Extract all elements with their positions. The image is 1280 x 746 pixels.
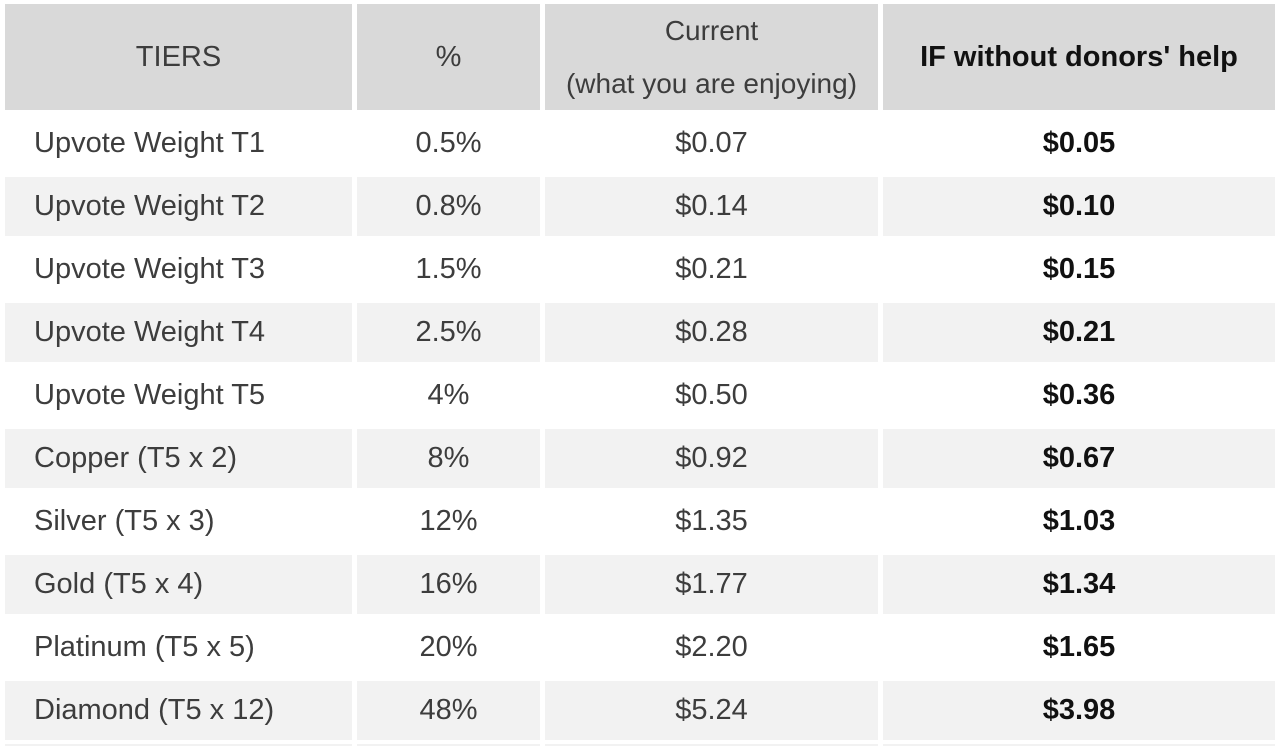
table-row: Diamond (T5 x 12) 48% $5.24 $3.98 xyxy=(5,681,1275,740)
cell-percent: 48% xyxy=(357,681,540,740)
column-header-current-line1: Current xyxy=(664,15,759,46)
table-header: TIERS % Current (what you are enjoying) … xyxy=(5,4,1275,110)
table-row: Copper (T5 x 2) 8% $0.92 $0.67 xyxy=(5,429,1275,488)
cell-tier: Upvote Weight T5 xyxy=(34,379,266,411)
column-header-if-without-donors-help: IF without donors' help xyxy=(883,4,1275,110)
cell-current: $5.24 xyxy=(545,681,878,740)
cell-current: $0.21 xyxy=(675,253,748,285)
cell-tier: Upvote Weight T4 xyxy=(5,303,352,362)
cell-tier: Silver (T5 x 3) xyxy=(34,505,215,537)
cell-without-help: $1.65 xyxy=(1042,631,1116,663)
cutoff-cell xyxy=(883,744,1275,746)
table-row: Upvote Weight T1 0.5% $0.07 $0.05 xyxy=(5,114,1275,173)
cell-current: $0.07 xyxy=(675,127,748,159)
table-body: Upvote Weight T1 0.5% $0.07 $0.05 Upvote Wei… xyxy=(5,114,1275,746)
cell-current: $1.77 xyxy=(545,555,878,614)
table-row: Upvote Weight T5 4% $0.50 $0.36 xyxy=(5,366,1275,425)
cell-percent: 4% xyxy=(427,379,470,411)
cell-current: $0.28 xyxy=(545,303,878,362)
cutoff-cell xyxy=(545,744,878,746)
table-row: Platinum (T5 x 5) 20% $2.20 $1.65 xyxy=(5,618,1275,677)
cell-without-help: $1.03 xyxy=(1042,505,1116,537)
cell-tier: Upvote Weight T2 xyxy=(5,177,352,236)
cutoff-cell xyxy=(5,744,352,746)
table-row: Upvote Weight T3 1.5% $0.21 $0.15 xyxy=(5,240,1275,299)
cell-tier: Diamond (T5 x 12) xyxy=(5,681,352,740)
cell-tier: Upvote Weight T3 xyxy=(34,253,266,285)
cell-current: $1.35 xyxy=(675,505,748,537)
cell-current: $2.20 xyxy=(675,631,748,663)
cell-current: $0.14 xyxy=(545,177,878,236)
cell-percent: 0.8% xyxy=(357,177,540,236)
cell-without-help: $0.67 xyxy=(883,429,1275,488)
cell-percent: 20% xyxy=(419,631,478,663)
cell-without-help: $0.05 xyxy=(1042,127,1116,159)
column-header-current: Current (what you are enjoying) xyxy=(545,4,878,110)
cell-without-help: $0.36 xyxy=(1042,379,1116,411)
cutoff-cell xyxy=(357,744,540,746)
cell-tier: Gold (T5 x 4) xyxy=(5,555,352,614)
cutoff-row xyxy=(5,744,1275,746)
cell-percent: 16% xyxy=(357,555,540,614)
column-header-tiers: TIERS xyxy=(5,4,352,110)
column-header-percent: % xyxy=(357,4,540,110)
cell-percent: 8% xyxy=(357,429,540,488)
table-row: Silver (T5 x 3) 12% $1.35 $1.03 xyxy=(5,492,1275,551)
cell-without-help: $0.15 xyxy=(1042,253,1116,285)
cell-percent: 12% xyxy=(419,505,478,537)
cell-tier: Platinum (T5 x 5) xyxy=(34,631,255,663)
cell-without-help: $0.21 xyxy=(883,303,1275,362)
column-header-current-line2: (what you are enjoying) xyxy=(565,68,858,99)
cell-percent: 2.5% xyxy=(357,303,540,362)
cell-current: $0.92 xyxy=(545,429,878,488)
table-row: Gold (T5 x 4) 16% $1.77 $1.34 xyxy=(5,555,1275,614)
cell-percent: 1.5% xyxy=(415,253,482,285)
cell-current: $0.50 xyxy=(675,379,748,411)
cell-without-help: $3.98 xyxy=(883,681,1275,740)
cell-tier: Upvote Weight T1 xyxy=(34,127,266,159)
cell-percent: 0.5% xyxy=(415,127,482,159)
header-row: TIERS % Current (what you are enjoying) … xyxy=(5,4,1275,110)
table-row: Upvote Weight T2 0.8% $0.14 $0.10 xyxy=(5,177,1275,236)
cell-tier: Copper (T5 x 2) xyxy=(5,429,352,488)
cell-without-help: $1.34 xyxy=(883,555,1275,614)
table-row: Upvote Weight T4 2.5% $0.28 $0.21 xyxy=(5,303,1275,362)
cell-without-help: $0.10 xyxy=(883,177,1275,236)
